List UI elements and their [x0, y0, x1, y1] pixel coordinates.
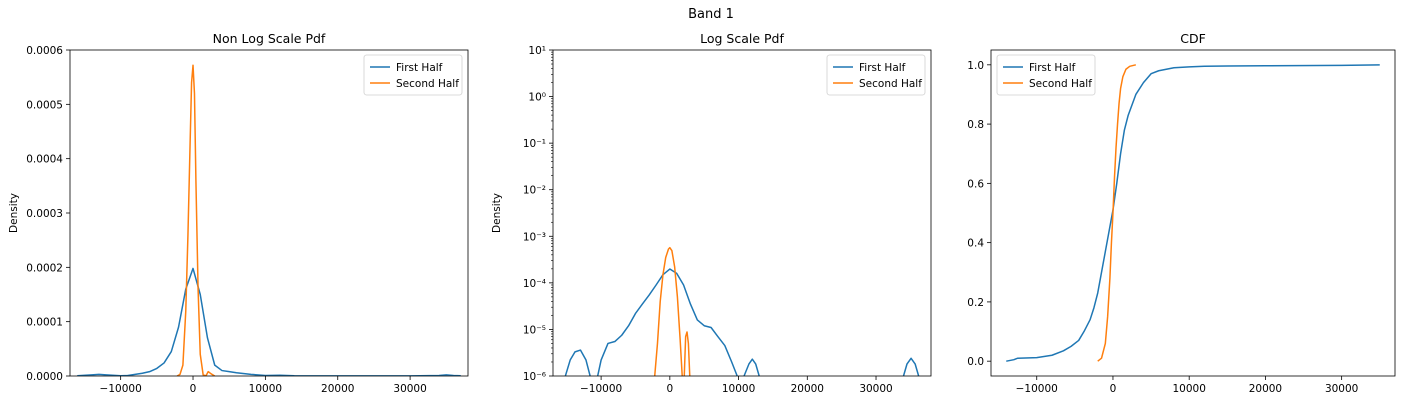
panels: Non Log Scale Pdf −10000 0 10000 20000 30000 0…	[8, 31, 1396, 395]
y-tick-label: 10⁻¹	[523, 138, 546, 150]
x-tick-label: 0	[1110, 383, 1117, 395]
y-tick-label: 0.8	[967, 119, 984, 131]
y-tick-label: 0.0005	[26, 99, 63, 111]
x-tick-label: 10000	[249, 383, 282, 395]
plot-frame	[69, 49, 469, 377]
x-tick-label: 20000	[1249, 383, 1282, 395]
series-line-first-half-1	[564, 349, 591, 376]
figure-title: Band 1	[688, 7, 734, 22]
plot-frame	[990, 49, 1396, 377]
x-tick-label: 30000	[1325, 383, 1358, 395]
plot-frame	[552, 49, 932, 377]
x-tick-label: 10000	[1172, 383, 1205, 395]
series-line-first-half-3	[743, 358, 760, 376]
x-tick-label: −10000	[100, 383, 142, 395]
legend-box	[826, 54, 926, 96]
plot-area	[77, 64, 461, 376]
x-tick-label: 30000	[859, 383, 892, 395]
chart-panel-1: Non Log Scale Pdf −10000 0 10000 20000 30000 0…	[8, 31, 469, 395]
legend-label-first-half: First Half	[396, 62, 443, 74]
series-line-first-half	[1006, 64, 1380, 362]
plot-area	[564, 246, 920, 376]
x-tick-label: 20000	[791, 383, 824, 395]
series-line-second-half	[1097, 64, 1137, 362]
legend-label-first-half: First Half	[1029, 62, 1076, 74]
series-line-first-half	[77, 267, 461, 376]
legend-box	[996, 54, 1096, 96]
chart-panel-2: Log Scale Pdf −10000 0 10000 20000 30000 10⁻⁶ 1…	[491, 31, 932, 395]
x-tick-label: −10000	[580, 383, 622, 395]
y-tick-label: 0.0000	[26, 371, 63, 383]
plot-area	[1006, 64, 1380, 362]
x-tick-label: 30000	[393, 383, 426, 395]
legend: First Half Second Half	[826, 54, 926, 96]
legend: First Half Second Half	[363, 54, 463, 96]
y-tick-label: 0.4	[967, 238, 984, 250]
x-tick-label: 0	[190, 383, 197, 395]
y-tick-label: 10⁻⁴	[523, 278, 546, 290]
chart-title: Log Scale Pdf	[700, 31, 784, 46]
x-tick-label: 20000	[321, 383, 354, 395]
chart-panel-3: CDF −10000 0 10000 20000 30000 0.0 0.2 0.4 0.6 0.8…	[967, 31, 1396, 395]
series-line-first-half-2	[596, 268, 738, 376]
y-tick-label: 10⁻⁶	[523, 371, 546, 383]
y-axis-label: Density	[491, 193, 503, 233]
y-tick-label: 10⁻⁵	[523, 324, 546, 336]
legend-label-second-half: Second Half	[1029, 78, 1092, 90]
series-line-second-half-1	[653, 246, 683, 376]
y-axis-label: Density	[8, 193, 20, 233]
y-tick-label: 0.6	[967, 178, 984, 190]
y-tick-label: 10¹	[528, 45, 546, 57]
y-tick-label: 0.2	[967, 297, 984, 309]
series-line-first-half-4	[902, 357, 920, 376]
x-tick-label: −10000	[1016, 383, 1058, 395]
y-tick-label: 0.0002	[26, 262, 63, 274]
x-tick-label: 10000	[722, 383, 755, 395]
series-line-second-half	[176, 64, 216, 376]
legend-label-second-half: Second Half	[396, 78, 459, 90]
y-tick-label: 0.0	[967, 356, 984, 368]
y-tick-label: 10⁰	[528, 92, 546, 104]
y-tick-label: 10⁻²	[523, 185, 546, 197]
legend-label-second-half: Second Half	[859, 78, 922, 90]
legend: First Half Second Half	[996, 54, 1096, 96]
y-tick-label: 0.0004	[26, 154, 63, 166]
legend-label-first-half: First Half	[859, 62, 906, 74]
chart-title: Non Log Scale Pdf	[213, 31, 326, 46]
series-line-second-half-2	[683, 331, 691, 376]
y-tick-label: 1.0	[967, 60, 984, 72]
chart-title: CDF	[1180, 31, 1206, 46]
y-tick-label: 0.0001	[26, 317, 63, 329]
y-tick-label: 10⁻³	[523, 231, 546, 243]
legend-box	[363, 54, 463, 96]
y-tick-label: 0.0006	[26, 45, 63, 57]
y-tick-label: 0.0003	[26, 208, 63, 220]
x-tick-label: 0	[666, 383, 673, 395]
